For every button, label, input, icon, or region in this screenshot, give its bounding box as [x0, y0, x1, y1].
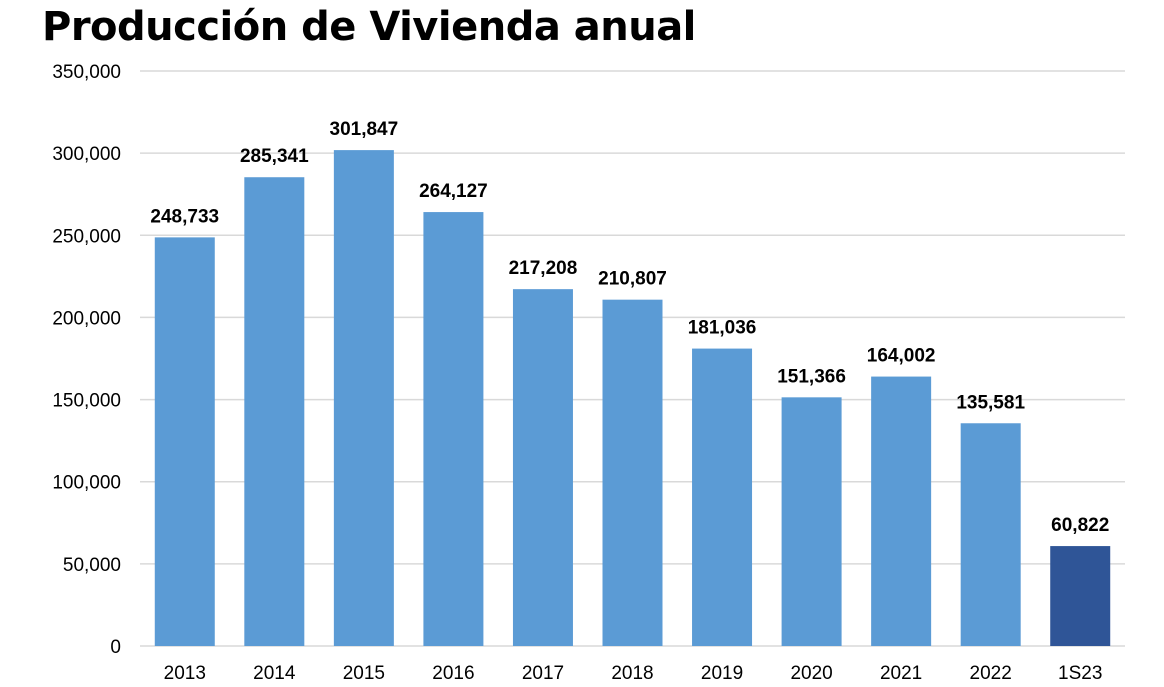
y-tick-label: 100,000	[52, 473, 121, 494]
data-label: 285,341	[240, 146, 309, 167]
x-tick-label: 2017	[522, 663, 564, 684]
bar	[602, 299, 663, 646]
data-label: 135,581	[956, 392, 1025, 413]
bar	[154, 237, 215, 646]
data-label: 164,002	[867, 346, 936, 367]
y-tick-label: 250,000	[52, 226, 121, 247]
bar	[960, 423, 1021, 646]
bar	[1050, 546, 1111, 646]
x-tick-label: 2013	[164, 663, 206, 684]
data-label: 301,847	[330, 119, 399, 140]
data-label: 181,036	[688, 318, 757, 339]
x-tick-label: 2016	[432, 663, 474, 684]
bar	[423, 212, 484, 646]
x-tick-label: 2021	[880, 663, 922, 684]
y-tick-label: 300,000	[52, 144, 121, 165]
bar	[244, 177, 305, 646]
y-tick-label: 0	[110, 637, 121, 658]
x-tick-label: 2019	[701, 663, 743, 684]
x-tick-label: 2018	[611, 663, 653, 684]
bar	[333, 150, 394, 646]
bar	[871, 376, 932, 646]
data-label: 217,208	[509, 258, 578, 279]
bar	[781, 397, 842, 646]
data-label: 248,733	[150, 206, 219, 227]
bar	[692, 348, 753, 646]
x-tick-label: 2014	[253, 663, 296, 684]
bar	[512, 289, 573, 646]
x-tick-label: 2022	[970, 663, 1012, 684]
x-tick-label: 2020	[790, 663, 832, 684]
data-label: 264,127	[419, 181, 488, 202]
y-tick-label: 200,000	[52, 308, 121, 329]
data-label: 210,807	[598, 269, 667, 290]
data-label: 151,366	[777, 366, 846, 387]
chart-title: Producción de Vivienda anual	[42, 4, 696, 50]
y-tick-label: 50,000	[63, 555, 121, 576]
data-label: 60,822	[1051, 515, 1109, 536]
x-tick-label: 1S23	[1058, 663, 1102, 684]
y-tick-label: 150,000	[52, 391, 121, 412]
y-tick-label: 350,000	[52, 62, 121, 83]
x-tick-label: 2015	[343, 663, 385, 684]
